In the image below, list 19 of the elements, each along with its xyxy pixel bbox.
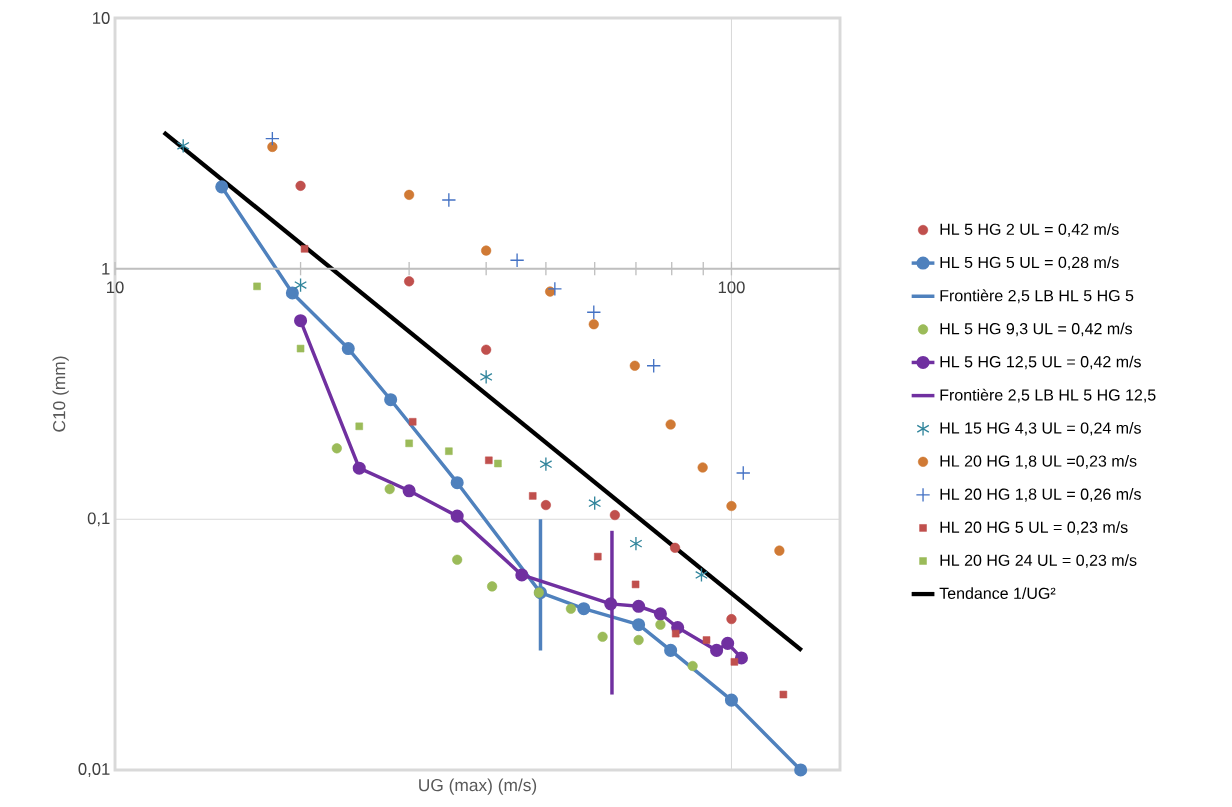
legend-label: Frontière 2,5 LB HL 5 HG 5 (940, 289, 1134, 304)
x-tick-label: 100 (718, 281, 745, 294)
legend-label: HL 20 HG 24 UL = 0,23 m/s (940, 554, 1137, 568)
legend-label: HL 5 HG 9,3 UL = 0,42 m/s (940, 322, 1133, 337)
legend-label: Tendance 1/UG² (939, 587, 1056, 600)
y-tick-label: 0,01 (78, 763, 110, 777)
legend-label: HL 15 HG 4,3 UL = 0,24 m/s (940, 421, 1141, 436)
legend-label: HL 5 HG 2 UL = 0,42 m/s (940, 223, 1119, 237)
x-axis-title: UG (max) (m/s) (419, 778, 537, 795)
y-tick-label: 1 (102, 262, 110, 275)
legend-label: HL 20 HG 1,8 UL =0,23 m/s (940, 455, 1137, 469)
legend-label: HL 5 HG 5 UL = 0,28 m/s (940, 256, 1119, 270)
legend-label: HL 20 HG 5 UL = 0,23 m/s (940, 521, 1128, 535)
y-tick-label: 10 (93, 12, 110, 24)
y-tick-label: 0,1 (87, 512, 110, 527)
legend-label: HL 5 HG 12,5 UL = 0,42 m/s (940, 355, 1141, 370)
legend-label: HL 20 HG 1,8 UL = 0,26 m/s (940, 488, 1141, 502)
legend-label: Frontière 2,5 LB HL 5 HG 12,5 (940, 388, 1156, 403)
y-axis-title: C10 (mm) (52, 356, 69, 432)
